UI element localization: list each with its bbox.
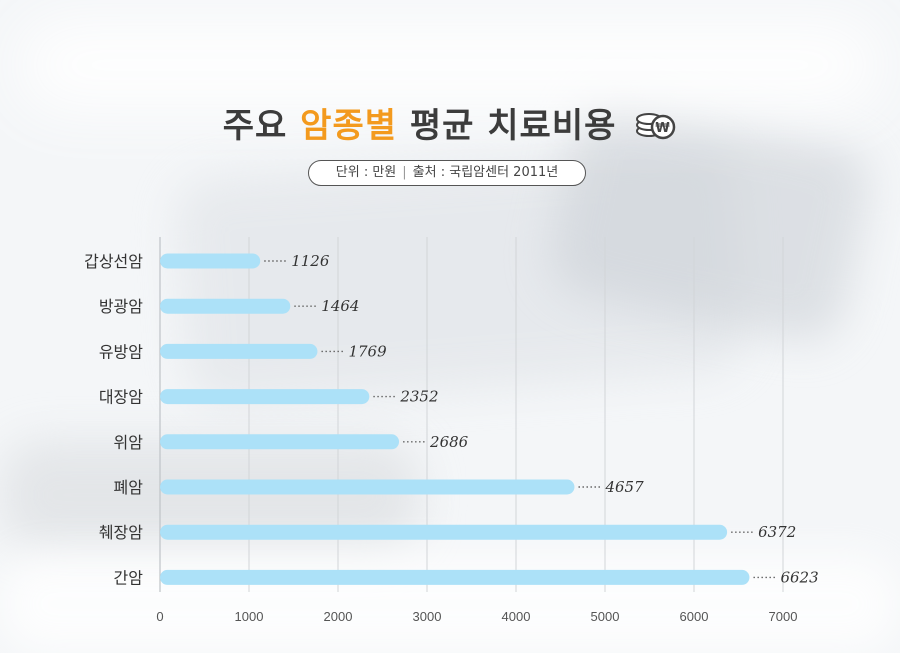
data-label: 4657 — [604, 478, 644, 496]
title-part2: 평균 치료비용 — [409, 106, 617, 146]
bar — [160, 569, 750, 585]
bar — [160, 479, 575, 495]
title-accent: 암종별 — [300, 106, 398, 146]
bar — [160, 343, 318, 359]
source-text: 출처 : 국립암센터 2011년 — [412, 165, 559, 180]
category-label: 췌장암 — [99, 523, 143, 542]
x-tick-label: 2000 — [324, 609, 353, 624]
bar — [160, 389, 370, 405]
bar — [160, 253, 261, 269]
data-label: 1769 — [348, 342, 387, 360]
data-label: 2686 — [429, 433, 469, 451]
x-tick-label: 5000 — [591, 609, 620, 624]
category-label: 폐암 — [114, 478, 144, 497]
category-label: 위암 — [114, 433, 144, 452]
svg-text:₩: ₩ — [656, 121, 671, 136]
data-label: 1126 — [291, 252, 330, 270]
unit-source-pill: 단위 : 만원 | 출처 : 국립암센터 2011년 — [308, 160, 586, 186]
unit-text: 단위 : 만원 — [335, 165, 397, 180]
data-label: 1464 — [321, 297, 359, 315]
coin-stack-won-icon: ₩ — [635, 105, 677, 150]
x-tick-label: 3000 — [413, 609, 442, 624]
category-label: 갑상선암 — [84, 252, 143, 271]
category-label: 방광암 — [99, 297, 143, 316]
x-tick-label: 0 — [156, 609, 163, 624]
chart-title: 주요 암종별 평균 치료비용 ₩ — [0, 98, 900, 150]
subtitle-divider: | — [402, 165, 407, 180]
x-tick-label: 1000 — [235, 609, 264, 624]
title-part1: 주요 — [222, 106, 288, 146]
bar — [160, 434, 400, 450]
x-tick-label: 7000 — [769, 609, 798, 624]
x-tick-label: 4000 — [502, 609, 531, 624]
category-label: 간암 — [114, 568, 144, 587]
data-label: 6623 — [780, 568, 818, 586]
category-label: 대장암 — [99, 388, 143, 407]
bar — [160, 298, 291, 314]
background-highlight — [20, 20, 880, 110]
category-label: 유방암 — [99, 342, 143, 361]
data-label: 6372 — [758, 523, 796, 541]
data-label: 2352 — [399, 388, 438, 406]
x-tick-label: 6000 — [680, 609, 709, 624]
bar — [160, 524, 728, 540]
